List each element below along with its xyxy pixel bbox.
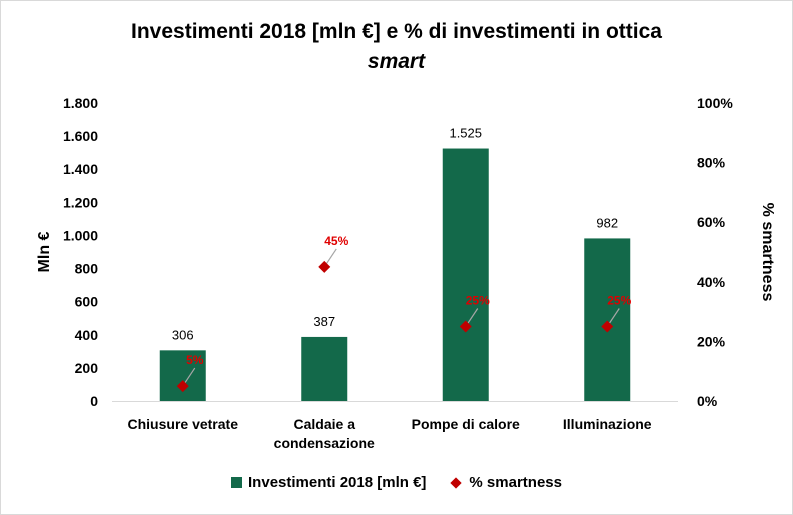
y2-tick-label: 80% [697,155,726,171]
smartness-label: 5% [186,353,204,367]
bar-value-label: 306 [172,327,194,342]
bar-value-label: 1.525 [449,126,482,141]
y-tick-label: 600 [75,294,99,310]
y-tick-label: 0 [90,393,98,409]
category-label: Chiusure vetrate [128,416,239,432]
point-leader-line [184,367,196,384]
legend-label-investimenti: Investimenti 2018 [mln €] [248,474,427,491]
y-tick-label: 800 [75,261,99,277]
category-label: condensazione [274,435,375,451]
category-label: Illuminazione [563,416,652,432]
smartness-label: 25% [607,294,631,308]
bar [584,238,631,401]
y2-axis-title: % smartness [759,203,776,302]
y-tick-label: 200 [75,360,99,376]
y2-tick-label: 100% [697,95,733,111]
y-tick-label: 1.000 [63,227,98,243]
bar [442,148,489,401]
bar [301,336,348,401]
y2-tick-label: 0% [697,393,718,409]
smartness-point [318,260,331,273]
smartness-point [176,380,189,393]
smartness-point [459,320,472,333]
y2-tick-label: 20% [697,333,726,349]
point-leader-line [325,248,337,265]
y-tick-label: 400 [75,327,99,343]
smartness-point [601,320,614,333]
y-tick-label: 1.800 [63,95,98,111]
bar [159,350,206,401]
chart-legend: Investimenti 2018 [mln €] % smartness [0,474,793,491]
chart-title: Investimenti 2018 [mln €] e % di investi… [131,20,662,43]
y2-tick-label: 60% [697,214,726,230]
y-tick-label: 1.600 [63,128,98,144]
legend-swatch-bar [231,477,243,488]
smartness-label: 25% [466,294,490,308]
y-tick-label: 1.200 [63,194,98,210]
y2-tick-label: 40% [697,274,726,290]
legend-item-smartness: % smartness [450,474,562,491]
y-tick-label: 1.400 [63,161,98,177]
point-leader-line [467,308,479,324]
category-label: Caldaie a [294,416,356,432]
bar-value-label: 387 [313,314,335,329]
smartness-label: 45% [324,234,348,248]
legend-label-smartness: % smartness [469,474,562,491]
point-leader-line [608,308,620,324]
chart-subtitle: smart [367,50,426,73]
category-label: Pompe di calore [412,416,520,432]
bar-value-label: 982 [596,215,618,230]
legend-swatch-diamond [450,476,463,489]
y-axis-title: Mln € [36,231,53,272]
legend-item-investimenti: Investimenti 2018 [mln €] [231,474,426,491]
